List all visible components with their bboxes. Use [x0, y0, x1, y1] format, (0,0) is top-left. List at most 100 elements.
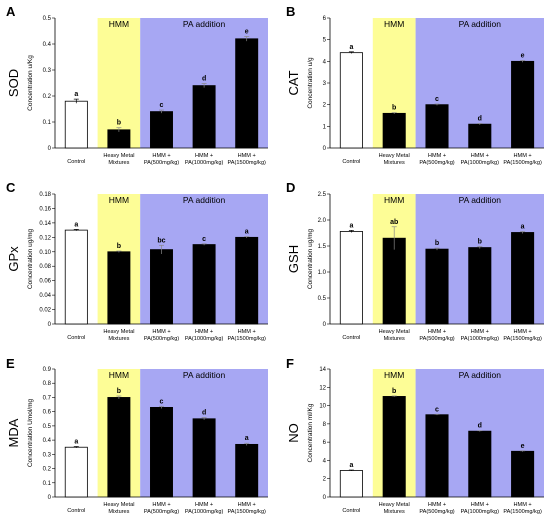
significance-label: e — [521, 52, 525, 59]
pa-band-label: PA addition — [459, 370, 502, 380]
panel-letter: E — [6, 356, 15, 371]
significance-label: c — [435, 406, 439, 413]
category-label: HMM + — [471, 329, 489, 335]
panel-letter: D — [286, 180, 295, 195]
y-tick-label: 0.7 — [43, 395, 52, 401]
significance-label: b — [392, 105, 396, 112]
significance-label: d — [478, 116, 482, 123]
y-tick-label: 8 — [323, 422, 327, 428]
y-tick-label: 0.2 — [43, 467, 52, 473]
y-tick-label: 0 — [48, 146, 52, 152]
significance-label: d — [478, 423, 482, 430]
significance-label: b — [117, 120, 121, 127]
bar-1 — [64, 100, 88, 149]
category-label: HMM + — [514, 329, 532, 335]
pa-band-label: PA addition — [459, 19, 502, 29]
bar-3 — [425, 414, 449, 498]
significance-label: c — [160, 102, 164, 109]
significance-label: c — [202, 236, 206, 243]
category-label: PA(500mg/kg) — [419, 509, 454, 515]
bar-2 — [382, 112, 406, 149]
y-axis-label: Concentration ml/Kg — [307, 403, 314, 462]
significance-label: b — [117, 243, 121, 250]
category-label: Heavy Metal — [103, 329, 134, 335]
y-tick-label: 0.18 — [39, 192, 51, 198]
y-tick-label: 4 — [323, 458, 327, 464]
significance-label: e — [521, 443, 525, 450]
significance-label: b — [392, 388, 396, 395]
y-tick-label: 1.5 — [318, 244, 327, 250]
category-label: HMM + — [428, 502, 446, 508]
category-label: HMM + — [428, 329, 446, 335]
hmm-band-label: HMM — [109, 195, 129, 205]
metric-label: SOD — [6, 69, 21, 97]
significance-label: a — [74, 439, 78, 446]
y-tick-label: 0.02 — [39, 308, 51, 314]
pa-band-label: PA addition — [183, 195, 226, 205]
hmm-band-label: HMM — [109, 370, 129, 380]
category-label: Control — [342, 508, 360, 514]
category-label: HMM + — [514, 153, 532, 159]
category-label: Mixtures — [108, 160, 129, 166]
category-label: PA(500mg/kg) — [144, 336, 179, 342]
y-axis-label: Concentration u/g — [307, 57, 314, 109]
category-label: HMM + — [195, 502, 213, 508]
bar-2 — [107, 129, 131, 149]
category-label: HMM + — [152, 329, 170, 335]
y-tick-label: 0.16 — [39, 206, 51, 212]
hmm-band-label: HMM — [109, 19, 129, 29]
category-label: PA(1000mg/kg) — [461, 160, 500, 166]
y-tick-label: 0 — [48, 495, 52, 501]
metric-label: NO — [286, 423, 301, 443]
y-tick-label: 0 — [323, 495, 327, 501]
category-label: Control — [67, 508, 85, 514]
y-tick-label: 0.10 — [39, 250, 51, 256]
y-tick-label: 0 — [48, 322, 52, 328]
y-tick-label: 5 — [323, 38, 327, 44]
y-axis-label: Concentration ug/mg — [27, 228, 34, 289]
y-tick-label: 4 — [323, 59, 327, 65]
category-label: Control — [67, 335, 85, 341]
bar-1 — [64, 229, 88, 325]
category-label: HMM + — [471, 502, 489, 508]
hmm-band-label: HMM — [384, 370, 404, 380]
bar-1 — [339, 231, 363, 325]
significance-label: d — [202, 76, 206, 83]
metric-label: CAT — [286, 70, 301, 95]
y-tick-label: 0.8 — [43, 381, 52, 387]
bar-5 — [235, 38, 259, 149]
bar-4 — [468, 247, 492, 325]
y-tick-label: 0.5 — [43, 16, 52, 22]
y-tick-label: 12 — [319, 385, 326, 391]
category-label: HMM + — [152, 502, 170, 508]
bar-5 — [511, 450, 535, 498]
panel-letter: B — [286, 4, 295, 19]
y-tick-label: 10 — [319, 404, 326, 410]
bar-4 — [192, 418, 216, 498]
y-axis-label: Concentration ug/mg — [307, 228, 314, 289]
category-label: Heavy Metal — [379, 153, 410, 159]
pa-band-label: PA addition — [459, 195, 502, 205]
category-label: Mixtures — [384, 160, 405, 166]
y-tick-label: 0.5 — [318, 296, 327, 302]
category-label: Mixtures — [108, 509, 129, 515]
y-tick-label: 0 — [323, 322, 327, 328]
bar-4 — [192, 244, 216, 325]
category-label: PA(500mg/kg) — [419, 336, 454, 342]
significance-label: a — [74, 91, 78, 98]
y-tick-label: 0.3 — [43, 452, 52, 458]
significance-label: b — [435, 240, 439, 247]
bar-3 — [150, 249, 173, 325]
bar-2 — [107, 397, 131, 498]
category-label: Mixtures — [384, 336, 405, 342]
bar-1 — [339, 470, 363, 498]
y-tick-label: 0.06 — [39, 279, 51, 285]
category-label: PA(1500mg/kg) — [227, 336, 266, 342]
bar-4 — [468, 123, 492, 149]
y-tick-label: 0.04 — [39, 293, 51, 299]
y-tick-label: 0.2 — [43, 94, 52, 100]
category-label: PA(500mg/kg) — [419, 160, 454, 166]
category-label: Heavy Metal — [103, 502, 134, 508]
y-tick-label: 6 — [323, 440, 327, 446]
y-tick-label: 0.08 — [39, 264, 51, 270]
